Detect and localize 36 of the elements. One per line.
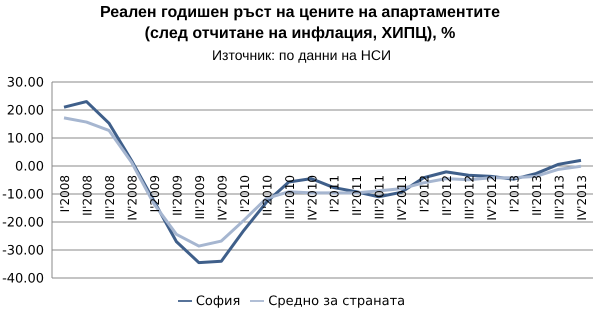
- y-tick-label: -20.00: [2, 216, 44, 231]
- x-tick-label: III'2011: [372, 175, 387, 220]
- y-tick-label: 0.00: [15, 160, 44, 175]
- legend-label: Средно за страната: [268, 294, 406, 309]
- x-tick-label: II'2011: [350, 175, 364, 216]
- x-tick-label: I'2008: [58, 175, 72, 212]
- x-tick-label: II'2009: [170, 175, 184, 216]
- chart-subtitle: Източник: по данни на НСИ: [210, 46, 392, 64]
- x-tick-label: I'2011: [328, 175, 342, 212]
- x-tick-label: IV'2013: [575, 175, 589, 221]
- y-tick-label: -40.00: [2, 272, 44, 287]
- x-tick-label: IV'2008: [125, 175, 140, 221]
- x-tick-label: II'2010: [260, 175, 274, 216]
- x-tick-label: IV'2011: [395, 175, 410, 221]
- x-tick-label: II'2008: [80, 175, 94, 216]
- x-tick-label: IV'2010: [305, 175, 320, 221]
- legend-label: София: [196, 294, 240, 309]
- x-tick-label: I'2009: [148, 175, 162, 212]
- x-tick-label: II'2013: [530, 175, 544, 216]
- x-tick-label: I'2013: [508, 175, 522, 212]
- y-tick-label: -30.00: [2, 244, 44, 259]
- chart-title: Реален годишен ръст на цените на апартаментите (след отчитане на инфлация, ХИПЦ), %: [99, 3, 501, 44]
- x-tick-label: I'2010: [238, 175, 252, 212]
- x-tick-label: III'2012: [462, 175, 477, 220]
- y-tick-label: 20.00: [6, 104, 44, 119]
- x-tick-label: III'2009: [192, 175, 207, 220]
- x-tick-label: III'2010: [282, 175, 297, 220]
- x-tick-label: I'2012: [418, 175, 432, 212]
- x-tick-label: III'2013: [552, 175, 567, 220]
- y-tick-label: -10.00: [2, 188, 44, 203]
- x-tick-label: IV'2009: [215, 175, 230, 221]
- x-tick-label: III'2008: [102, 175, 117, 220]
- x-tick-label: IV'2012: [485, 175, 500, 221]
- x-tick-label: II'2012: [440, 175, 454, 216]
- y-tick-label: 30.00: [6, 76, 44, 91]
- y-tick-label: 10.00: [6, 132, 44, 147]
